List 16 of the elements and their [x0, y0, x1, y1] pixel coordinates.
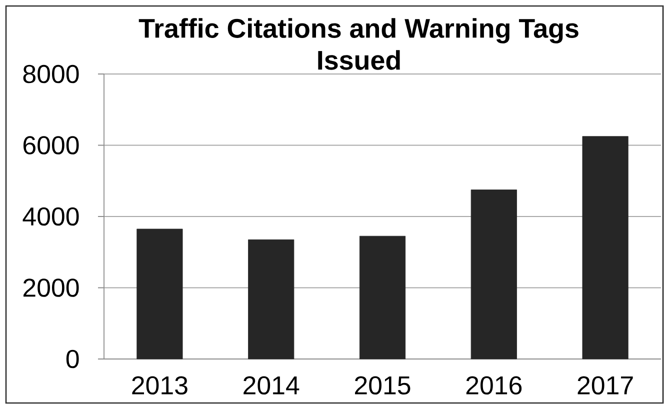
y-tick-label: 4000 — [22, 207, 79, 226]
bar — [248, 239, 294, 360]
bar — [582, 136, 628, 360]
y-tick-label: 8000 — [23, 64, 79, 84]
chart-title: Traffic Citations and Warning Tags Issued — [138, 18, 578, 70]
bar — [359, 236, 406, 360]
y-tick-label: 0 — [66, 350, 79, 368]
x-tick-label: 2014 — [244, 376, 300, 395]
x-tick-label: 2015 — [354, 376, 410, 395]
bar — [470, 190, 517, 360]
y-tick-label: 6000 — [23, 136, 79, 154]
bar — [136, 228, 183, 360]
x-tick-label: 2013 — [132, 376, 188, 395]
x-tick-label: 2017 — [578, 376, 633, 395]
x-tick-label: 2016 — [466, 376, 522, 395]
y-tick-label: 2000 — [23, 278, 79, 297]
